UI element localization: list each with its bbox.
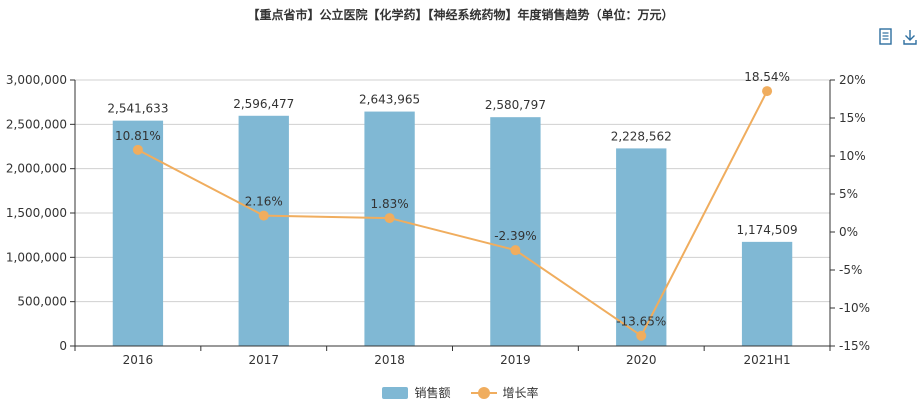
- bar-value-label: 2,541,633: [107, 102, 168, 116]
- bar-value-label: 1,174,509: [737, 223, 798, 237]
- growth-value-label: -2.39%: [494, 229, 536, 243]
- bar: [490, 117, 541, 346]
- axes: 0 500,000 1,000,000 1,500,000 2,000,000 2,500…: [6, 73, 870, 367]
- x-tick-label: 2021H1: [743, 353, 790, 367]
- legend-bar-swatch: [382, 386, 409, 399]
- y-left-tick-label: 1,500,000: [6, 206, 67, 220]
- y-right-tick-label: 15%: [839, 111, 866, 125]
- legend: 销售额 增长率: [0, 384, 921, 401]
- growth-point: [510, 245, 521, 256]
- document-icon[interactable]: [878, 28, 894, 46]
- y-right-tick-label: 20%: [839, 73, 866, 87]
- grid-lines: [75, 79, 830, 303]
- growth-line: [137, 90, 768, 338]
- growth-value-label: -13.65%: [616, 315, 666, 329]
- bar-value-label: 2,596,477: [233, 97, 294, 111]
- bar-series: [112, 111, 793, 346]
- chart-canvas: 0 500,000 1,000,000 1,500,000 2,000,000 2,500…: [6, 70, 870, 367]
- growth-point: [384, 213, 395, 224]
- chart-title: 【重点省市】公立医院【化学药】【神经系统药物】年度销售趋势（单位：万元）: [247, 8, 674, 22]
- x-tick-label: 2019: [500, 353, 531, 367]
- legend-item-growth[interactable]: 增长率: [470, 384, 539, 401]
- growth-value-label: 1.83%: [371, 197, 409, 211]
- legend-item-sales[interactable]: 销售额: [382, 384, 451, 401]
- y-right-tick-label: -10%: [839, 301, 870, 315]
- growth-value-label: 10.81%: [115, 129, 161, 143]
- growth-point: [762, 86, 773, 97]
- bar: [741, 241, 793, 346]
- growth-point: [258, 210, 269, 221]
- y-left-tick-label: 1,000,000: [6, 250, 67, 264]
- y-left-tick-label: 0: [59, 339, 67, 353]
- y-right-tick-label: 10%: [839, 149, 866, 163]
- bar: [238, 115, 289, 346]
- data-labels: 2,541,633 2,596,477 2,643,965 2,580,797 2,22…: [107, 70, 797, 329]
- x-tick-label: 2020: [626, 353, 657, 367]
- y-right-tick-label: 5%: [839, 187, 858, 201]
- line-series: [132, 86, 773, 341]
- bar-value-label: 2,228,562: [611, 129, 672, 143]
- y-left-tick-label: 2,000,000: [6, 162, 67, 176]
- download-icon[interactable]: [902, 28, 918, 46]
- x-tick-label: 2018: [374, 353, 405, 367]
- bar-value-label: 2,643,965: [359, 93, 420, 107]
- growth-value-label: 2.16%: [245, 195, 283, 209]
- growth-point: [132, 144, 143, 155]
- bar: [364, 111, 415, 346]
- growth-point: [636, 330, 647, 341]
- y-left-tick-label: 500,000: [17, 295, 67, 309]
- y-right-tick-label: -15%: [839, 339, 870, 353]
- y-right-tick-label: 0%: [839, 225, 858, 239]
- x-tick-label: 2016: [123, 353, 154, 367]
- bar-value-label: 2,580,797: [485, 98, 546, 112]
- y-right-tick-label: -5%: [839, 263, 862, 277]
- y-left-tick-label: 2,500,000: [6, 117, 67, 131]
- growth-value-label: 18.54%: [744, 70, 790, 84]
- legend-label-sales: 销售额: [414, 386, 451, 400]
- legend-label-growth: 增长率: [502, 386, 539, 400]
- y-left-tick-label: 3,000,000: [6, 73, 67, 87]
- legend-line-swatch: [470, 386, 497, 400]
- x-tick-label: 2017: [248, 353, 279, 367]
- bar: [616, 148, 667, 346]
